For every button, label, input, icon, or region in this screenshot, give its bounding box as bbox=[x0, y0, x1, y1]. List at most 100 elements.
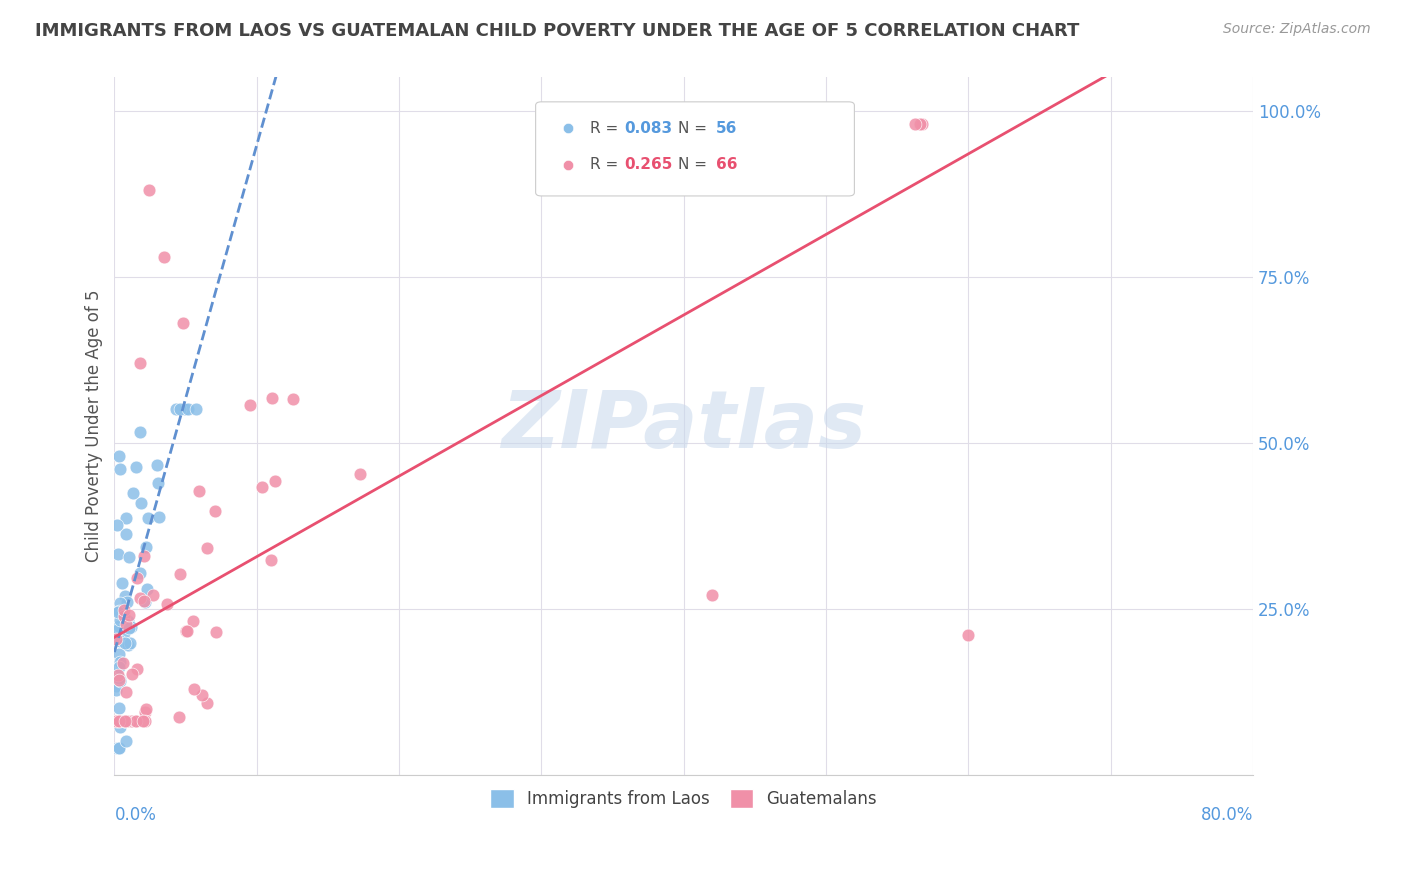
Point bbox=[129, 425, 152, 439]
Point bbox=[108, 720, 131, 734]
Point bbox=[153, 250, 176, 264]
Point bbox=[105, 632, 128, 647]
Point bbox=[105, 623, 128, 637]
Point bbox=[263, 474, 285, 488]
Point bbox=[669, 186, 692, 201]
Point bbox=[190, 688, 212, 702]
Point bbox=[700, 588, 723, 602]
Point bbox=[115, 595, 138, 609]
Point bbox=[136, 510, 159, 524]
Point bbox=[120, 636, 142, 650]
Point bbox=[107, 605, 129, 619]
Point bbox=[187, 483, 209, 498]
Point bbox=[172, 316, 194, 330]
Point bbox=[114, 635, 136, 649]
Point bbox=[186, 402, 208, 417]
Point bbox=[167, 709, 190, 723]
Point bbox=[176, 624, 198, 638]
Text: ZIPatlas: ZIPatlas bbox=[501, 387, 866, 465]
Point bbox=[129, 356, 152, 370]
Point bbox=[105, 517, 128, 532]
Point bbox=[135, 702, 157, 716]
Point bbox=[120, 620, 142, 634]
Point bbox=[114, 714, 136, 729]
Point bbox=[120, 714, 142, 729]
Point bbox=[111, 575, 134, 590]
Point bbox=[108, 634, 131, 648]
Text: 0.265: 0.265 bbox=[624, 157, 673, 172]
Point bbox=[105, 714, 128, 729]
Point bbox=[108, 673, 131, 688]
Point bbox=[112, 714, 135, 729]
Text: R =: R = bbox=[591, 120, 623, 136]
Point bbox=[110, 596, 132, 610]
Point bbox=[115, 685, 138, 699]
Point bbox=[114, 714, 136, 729]
Point bbox=[108, 701, 131, 715]
Point bbox=[107, 741, 129, 756]
Point bbox=[283, 392, 305, 406]
Point bbox=[108, 674, 131, 689]
Point bbox=[125, 714, 148, 729]
Point bbox=[177, 402, 200, 417]
Point bbox=[112, 656, 135, 670]
Text: 0.0%: 0.0% bbox=[114, 806, 156, 824]
Point bbox=[107, 741, 129, 756]
Point bbox=[134, 714, 156, 729]
Point bbox=[627, 117, 650, 131]
Point bbox=[122, 486, 145, 500]
Point bbox=[104, 679, 127, 693]
Point bbox=[105, 741, 128, 756]
Point bbox=[108, 462, 131, 476]
Text: R =: R = bbox=[591, 157, 623, 172]
Point bbox=[124, 714, 146, 729]
Point bbox=[166, 402, 188, 417]
Point bbox=[117, 614, 139, 628]
Point bbox=[114, 608, 136, 623]
Point bbox=[108, 655, 131, 669]
Point bbox=[195, 696, 218, 710]
Point bbox=[204, 504, 226, 518]
Point bbox=[250, 480, 273, 494]
Point bbox=[183, 614, 205, 628]
Point bbox=[349, 467, 371, 481]
Point bbox=[138, 183, 160, 197]
Point bbox=[904, 117, 927, 131]
Point bbox=[134, 595, 156, 609]
Point bbox=[148, 509, 170, 524]
Text: Source: ZipAtlas.com: Source: ZipAtlas.com bbox=[1223, 22, 1371, 37]
Text: 66: 66 bbox=[716, 157, 737, 172]
Point bbox=[117, 638, 139, 652]
Point bbox=[908, 117, 931, 131]
Point bbox=[105, 683, 128, 698]
Point bbox=[114, 714, 136, 729]
Point bbox=[169, 402, 191, 417]
Point bbox=[107, 667, 129, 681]
Text: N =: N = bbox=[678, 120, 711, 136]
Point bbox=[125, 662, 148, 676]
Text: 80.0%: 80.0% bbox=[1201, 806, 1253, 824]
Point bbox=[174, 402, 197, 417]
Point bbox=[108, 673, 131, 687]
Point bbox=[132, 714, 155, 729]
Point bbox=[134, 706, 156, 720]
Point bbox=[174, 624, 197, 639]
Point bbox=[148, 475, 170, 490]
Point bbox=[125, 460, 148, 475]
Point bbox=[108, 618, 131, 632]
Point bbox=[134, 549, 156, 563]
Point bbox=[911, 117, 934, 131]
Point bbox=[957, 628, 980, 642]
Point bbox=[108, 659, 131, 673]
Y-axis label: Child Poverty Under the Age of 5: Child Poverty Under the Age of 5 bbox=[86, 290, 103, 562]
Point bbox=[107, 449, 129, 463]
Point bbox=[146, 458, 169, 472]
Point bbox=[129, 496, 152, 510]
Point bbox=[128, 591, 150, 605]
Point bbox=[118, 621, 141, 635]
FancyBboxPatch shape bbox=[536, 102, 855, 196]
Point bbox=[127, 571, 149, 585]
Text: 0.083: 0.083 bbox=[624, 120, 672, 136]
Point bbox=[118, 608, 141, 623]
Point bbox=[129, 566, 152, 581]
